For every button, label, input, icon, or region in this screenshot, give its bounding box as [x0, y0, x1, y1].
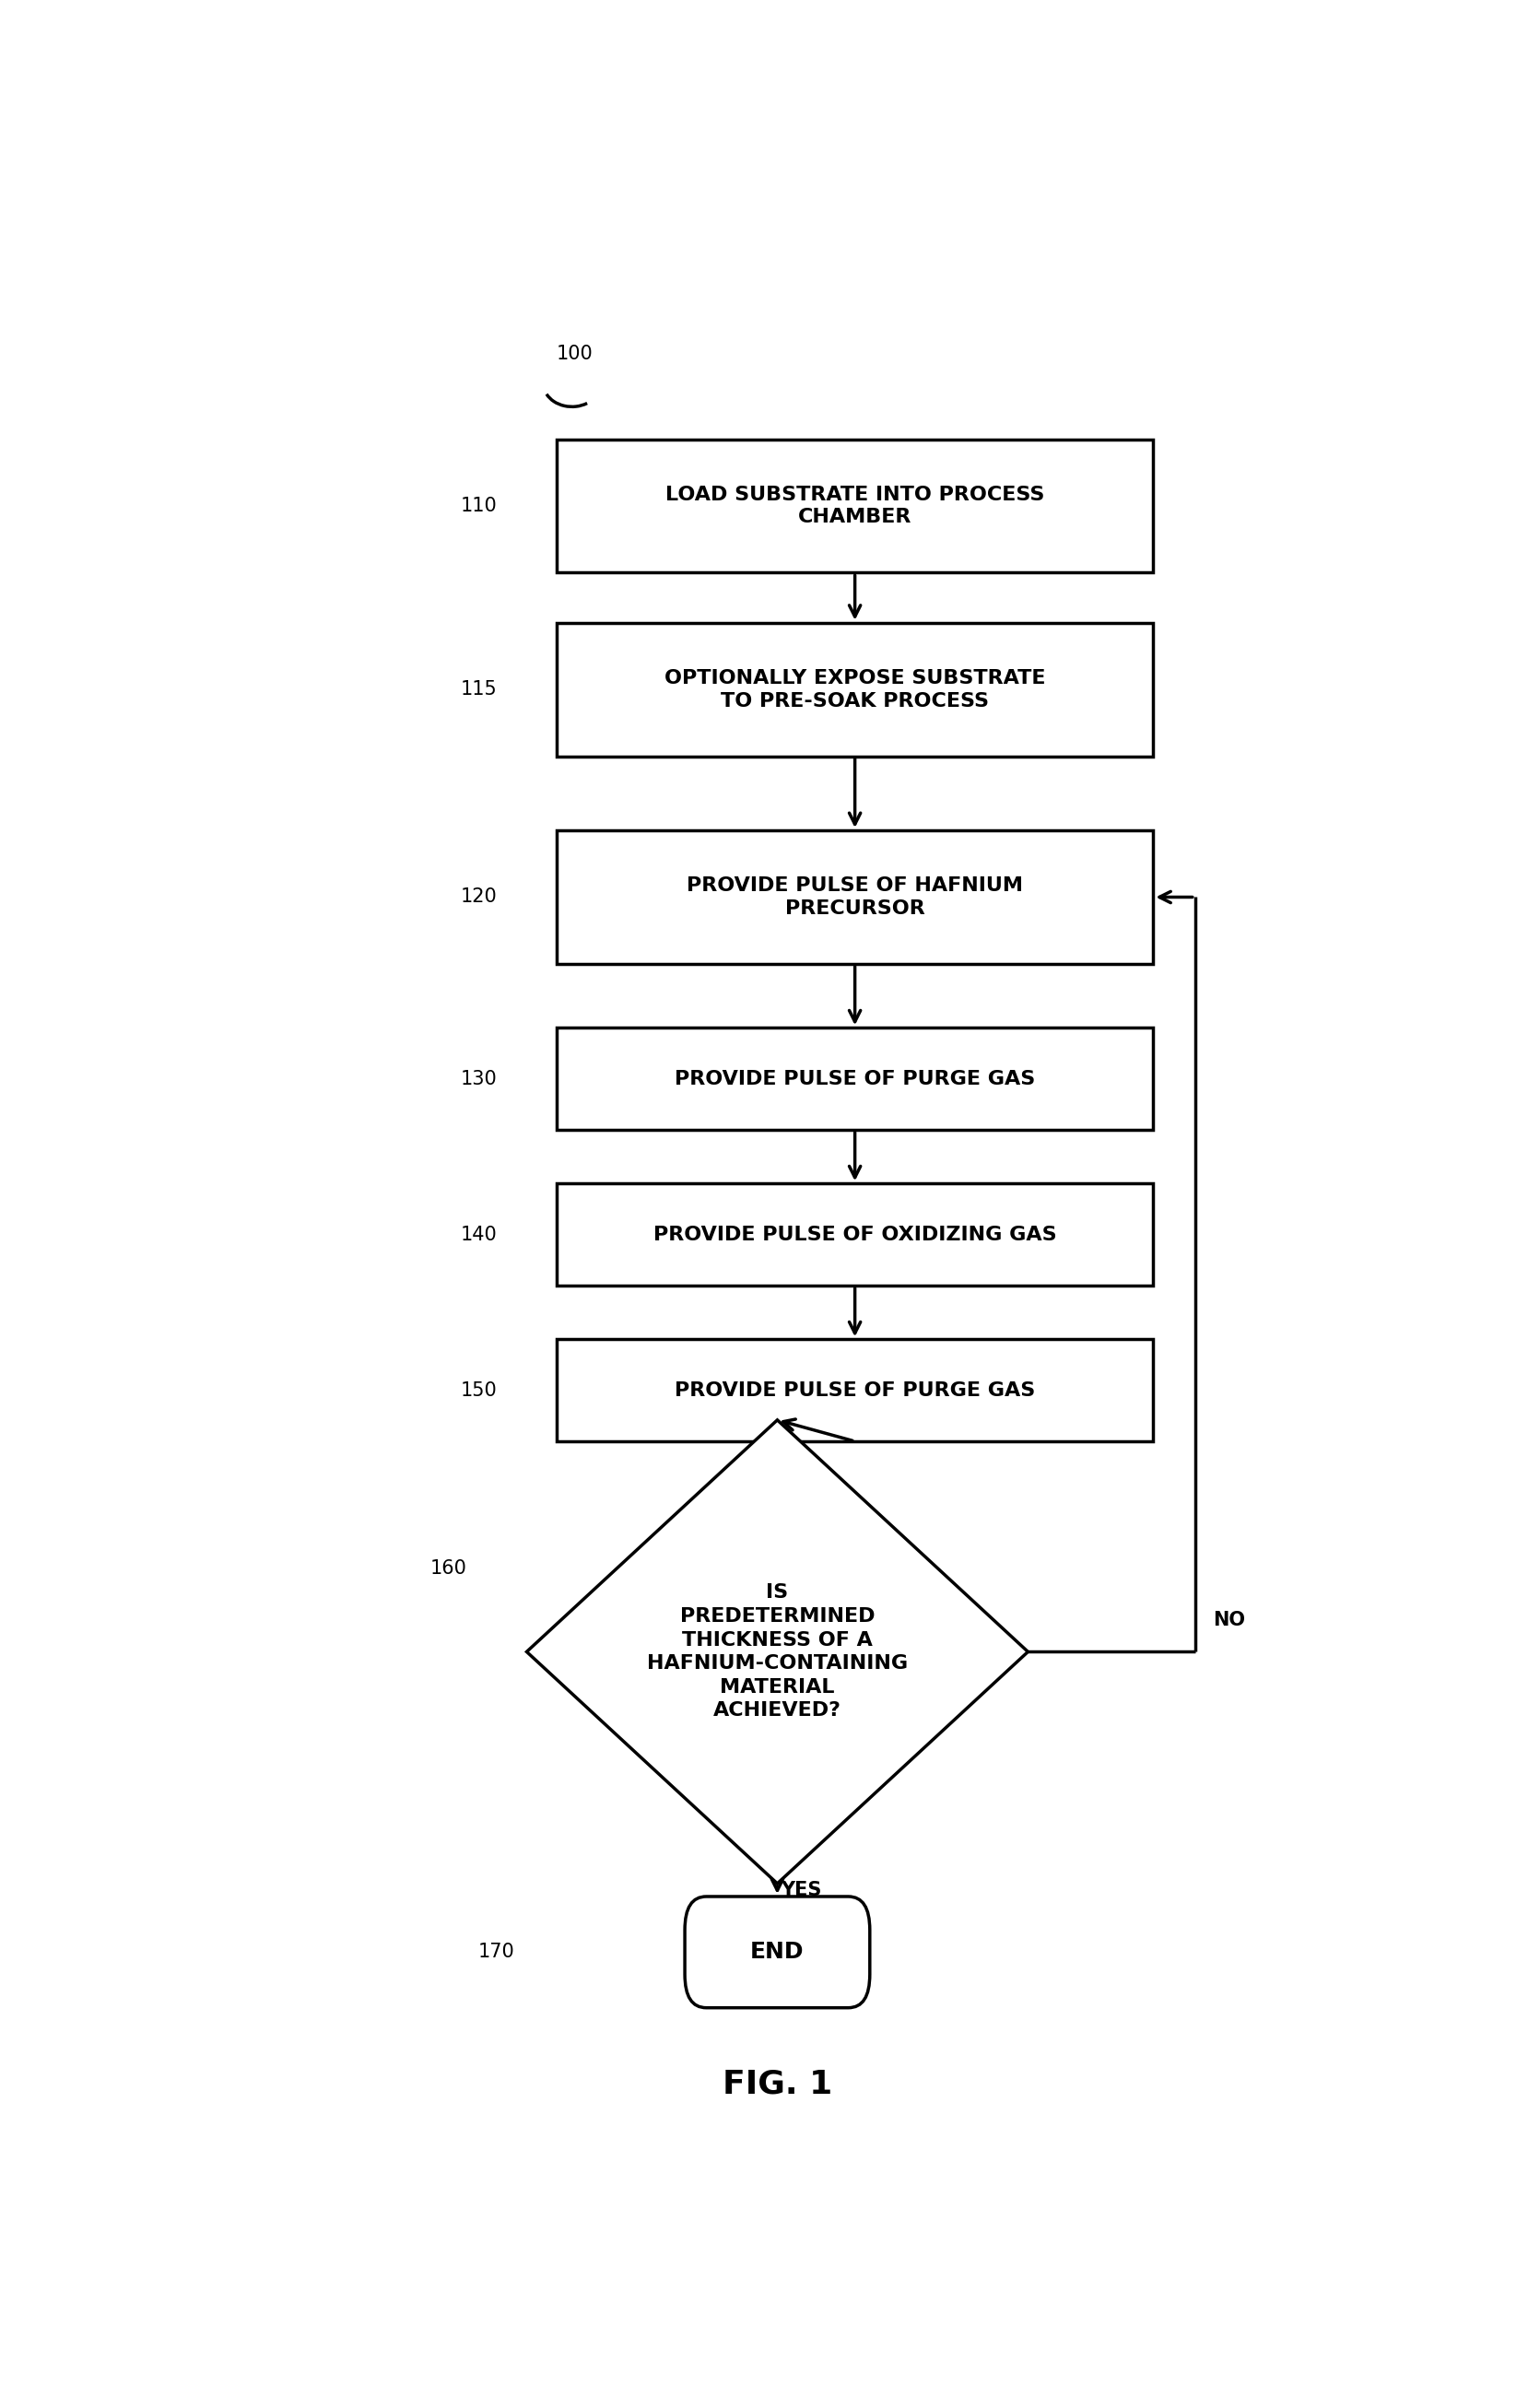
FancyBboxPatch shape	[556, 1185, 1153, 1286]
Text: YES: YES	[781, 1881, 822, 1900]
FancyBboxPatch shape	[685, 1898, 870, 2008]
FancyBboxPatch shape	[556, 1028, 1153, 1129]
Text: PROVIDE PULSE OF OXIDIZING GAS: PROVIDE PULSE OF OXIDIZING GAS	[653, 1226, 1056, 1245]
Text: 100: 100	[556, 344, 593, 364]
Text: 110: 110	[460, 496, 497, 515]
Text: 115: 115	[460, 679, 497, 698]
Text: IS
PREDETERMINED
THICKNESS OF A
HAFNIUM-CONTAINING
MATERIAL
ACHIEVED?: IS PREDETERMINED THICKNESS OF A HAFNIUM-…	[647, 1584, 907, 1719]
Text: PROVIDE PULSE OF PURGE GAS: PROVIDE PULSE OF PURGE GAS	[675, 1069, 1035, 1088]
FancyBboxPatch shape	[556, 1339, 1153, 1442]
Text: LOAD SUBSTRATE INTO PROCESS
CHAMBER: LOAD SUBSTRATE INTO PROCESS CHAMBER	[665, 486, 1044, 527]
Text: 140: 140	[460, 1226, 497, 1245]
Text: 170: 170	[477, 1943, 514, 1963]
Text: OPTIONALLY EXPOSE SUBSTRATE
TO PRE-SOAK PROCESS: OPTIONALLY EXPOSE SUBSTRATE TO PRE-SOAK …	[664, 669, 1046, 710]
Text: FIG. 1: FIG. 1	[722, 2068, 832, 2100]
Text: PROVIDE PULSE OF HAFNIUM
PRECURSOR: PROVIDE PULSE OF HAFNIUM PRECURSOR	[687, 877, 1023, 917]
Text: 120: 120	[460, 889, 497, 905]
Text: PROVIDE PULSE OF PURGE GAS: PROVIDE PULSE OF PURGE GAS	[675, 1382, 1035, 1399]
FancyBboxPatch shape	[556, 624, 1153, 756]
Polygon shape	[527, 1421, 1029, 1883]
FancyBboxPatch shape	[556, 438, 1153, 573]
Text: END: END	[750, 1941, 804, 1963]
Text: 160: 160	[430, 1558, 467, 1577]
Text: NO: NO	[1214, 1611, 1246, 1630]
Text: 130: 130	[460, 1069, 497, 1088]
Text: 150: 150	[460, 1382, 497, 1399]
FancyBboxPatch shape	[556, 831, 1153, 963]
